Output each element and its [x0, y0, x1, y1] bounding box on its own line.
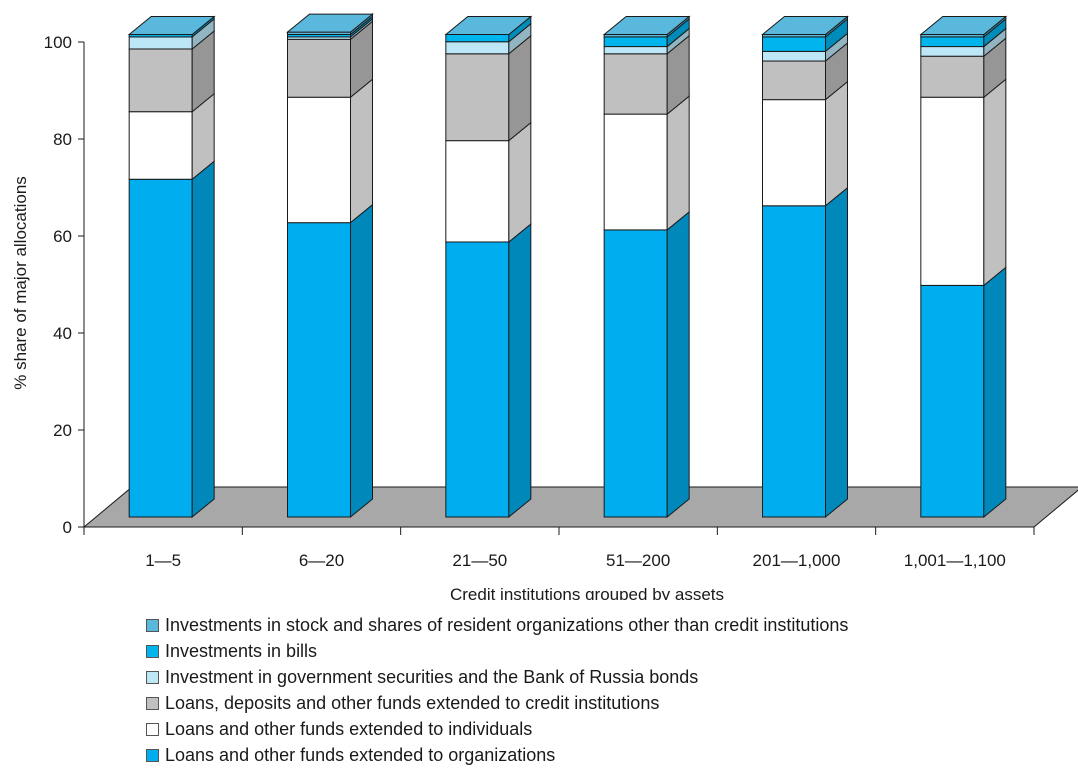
legend-label: Investment in government securities and … — [165, 667, 699, 687]
y-tick-label: 20 — [53, 421, 72, 440]
bar-segment — [287, 222, 351, 518]
y-tick-label: 60 — [53, 227, 72, 246]
y-tick-label: 0 — [63, 518, 72, 537]
category-labels: 1—5 6—20 21—50 51—200 201—1,000 1,001—1,100 — [145, 551, 1006, 570]
bar-top — [444, 16, 533, 35]
bar-segment — [445, 241, 510, 518]
bar-segment-side — [508, 121, 532, 244]
bar-segment — [920, 96, 985, 286]
bar-stack — [761, 15, 849, 519]
bar-segment — [603, 53, 668, 115]
bar-segment — [128, 178, 193, 518]
bar-segment-side — [825, 80, 848, 207]
x-tick-label: 1—5 — [145, 551, 181, 570]
legend-item: Loans and other funds extended to indivi… — [146, 716, 848, 742]
x-tick-label: 1,001—1,100 — [904, 551, 1006, 570]
legend-swatch — [146, 644, 159, 658]
bar-top — [286, 13, 374, 33]
bar-segment — [128, 36, 193, 50]
bar-segment-side — [666, 95, 690, 231]
bar-segment — [762, 50, 826, 62]
x-tick-label: 201—1,000 — [753, 551, 841, 570]
x-axis-title: Credit institutions grouped by assets — [450, 585, 724, 600]
legend-item: Investments in stock and shares of resid… — [146, 612, 848, 638]
legend-swatch — [146, 618, 159, 632]
bar-segment-side — [350, 78, 373, 224]
y-tick-label: 40 — [53, 324, 72, 343]
legend-item: Loans, deposits and other funds extended… — [146, 690, 848, 716]
bar-top — [919, 16, 1008, 35]
bar-segment — [920, 55, 985, 98]
bar-segment — [128, 48, 193, 113]
stacked-bar-chart: 0 20 40 60 80 100 1—5 6—20 21—50 51—200 201—1,000… — [11, 13, 1078, 600]
bar-segment — [445, 53, 510, 142]
bar-segment-side — [191, 160, 215, 519]
y-axis-title: % share of major allocations — [11, 176, 30, 390]
bar-stack — [286, 13, 374, 519]
legend-swatch — [146, 748, 159, 762]
bar-segment-side — [508, 222, 532, 519]
bar-stack — [444, 15, 533, 519]
legend-item: Loans and other funds extended to organi… — [146, 742, 848, 768]
bar-segment — [445, 34, 510, 43]
x-ticks — [83, 527, 1035, 535]
legend-swatch — [146, 670, 159, 684]
bar-segment — [445, 41, 510, 55]
bar-segment-side — [825, 186, 848, 519]
legend: Investments in stock and shares of resid… — [146, 612, 848, 768]
legend-label: Loans, deposits and other funds extended… — [165, 693, 660, 713]
legend-label: Investments in bills — [165, 641, 318, 661]
bar-top — [602, 16, 691, 35]
bar-segment — [762, 99, 826, 207]
y-tick-label: 100 — [44, 33, 72, 52]
bar-segment — [603, 46, 668, 55]
legend-item: Investment in government securities and … — [146, 664, 848, 690]
y-tick-label: 80 — [53, 130, 72, 149]
bar-segment — [762, 60, 826, 101]
x-tick-label: 51—200 — [606, 551, 670, 570]
x-tick-label: 21—50 — [452, 551, 507, 570]
bar-segment — [920, 284, 985, 518]
legend-label: Loans and other funds extended to organi… — [165, 745, 556, 765]
bar-segment — [762, 205, 826, 518]
bar-stack — [127, 15, 216, 519]
bar-stack — [602, 15, 691, 519]
bar-segment — [445, 140, 510, 243]
bar-segment-side — [350, 203, 373, 519]
bar-segment — [287, 96, 351, 224]
legend-swatch — [146, 722, 159, 736]
bar-stack — [919, 15, 1008, 519]
legend-label: Loans and other funds extended to indivi… — [165, 719, 533, 739]
bar-segment — [128, 111, 193, 180]
bar-top — [761, 16, 849, 35]
bar-segment-side — [983, 266, 1007, 519]
bar-segment — [287, 38, 351, 98]
bar-segment-side — [666, 210, 690, 519]
legend-swatch — [146, 696, 159, 710]
legend-label: Investments in stock and shares of resid… — [165, 615, 849, 635]
bar-segment-side — [983, 78, 1007, 287]
y-ticks: 0 20 40 60 80 100 — [44, 33, 84, 537]
legend-item: Investments in bills — [146, 638, 848, 664]
x-tick-label: 6—20 — [299, 551, 344, 570]
bar-segment — [762, 36, 826, 52]
bar-segment — [603, 36, 668, 48]
bar-segment — [920, 36, 985, 48]
bar-top — [127, 16, 216, 35]
bar-segment — [603, 113, 668, 231]
bars — [127, 13, 1008, 519]
bar-segment — [920, 46, 985, 57]
bar-segment — [603, 229, 668, 518]
